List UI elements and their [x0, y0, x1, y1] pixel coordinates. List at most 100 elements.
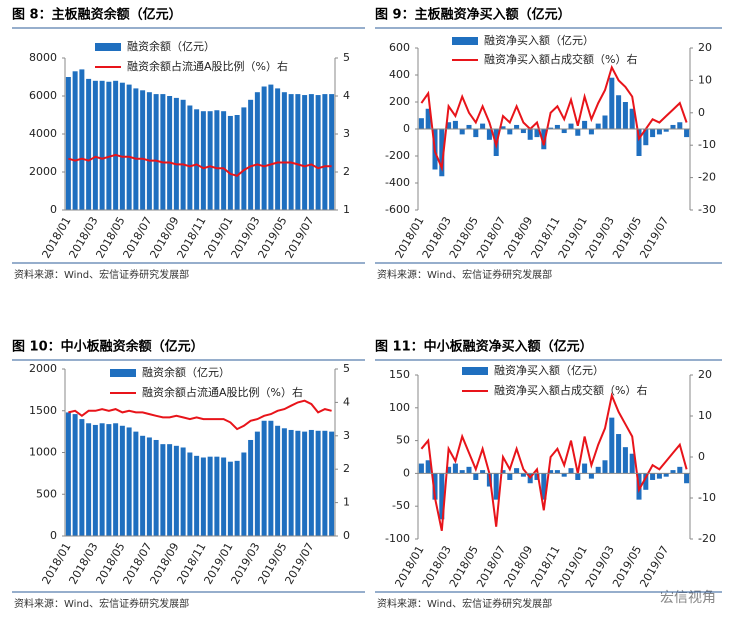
y2-tick-label: 3: [343, 429, 350, 442]
y-tick-label: 6000: [29, 89, 57, 102]
y-tick-label: 8000: [29, 51, 57, 64]
bar: [173, 97, 179, 210]
bar: [466, 124, 472, 129]
bar: [520, 473, 526, 477]
bar: [200, 111, 206, 210]
bar: [329, 431, 335, 536]
y2-tick-label: -10: [698, 138, 716, 151]
bar: [268, 420, 274, 536]
bar: [288, 429, 294, 536]
y2-tick-label: 4: [343, 395, 350, 408]
bar: [677, 122, 683, 129]
bar: [308, 94, 314, 210]
bar: [629, 453, 635, 474]
bar: [561, 473, 567, 477]
y2-tick-label: -10: [698, 491, 716, 504]
watermark: 宏信视角: [660, 590, 716, 606]
legend-label: 融资余额占流通A股比例（%）右: [127, 59, 288, 73]
bar: [663, 129, 669, 132]
bar: [65, 412, 71, 536]
bar: [439, 473, 445, 520]
bar: [72, 414, 78, 536]
bar: [514, 124, 520, 129]
chart-title: 图 10：中小板融资余额（亿元）: [12, 339, 204, 355]
bar: [527, 129, 533, 140]
bar: [92, 424, 98, 536]
bar: [146, 92, 152, 210]
bar: [636, 129, 642, 156]
y-tick-label: 500: [36, 487, 57, 500]
chart-title: 图 8：主板融资余额（亿元）: [12, 7, 182, 23]
bar: [288, 94, 294, 210]
bar: [459, 129, 465, 135]
bar: [554, 124, 560, 129]
bar: [507, 129, 513, 135]
bar: [72, 71, 78, 210]
bar: [275, 425, 281, 536]
bar: [227, 115, 233, 210]
chart-title: 图 9：主板融资净买入额（亿元）: [375, 7, 571, 23]
bar: [473, 129, 479, 138]
bar: [446, 122, 452, 129]
bar: [133, 88, 139, 210]
bar: [425, 108, 431, 129]
bar: [582, 463, 588, 474]
line-series: [420, 64, 688, 172]
bar: [677, 466, 683, 474]
y-tick-label: 50: [396, 434, 410, 447]
bar: [180, 447, 186, 536]
legend-label: 融资净买入额（亿元）: [484, 33, 594, 47]
line-series: [68, 153, 332, 177]
bar: [207, 111, 213, 210]
bar: [99, 423, 105, 536]
y-tick-label: -200: [385, 149, 410, 162]
bar: [670, 124, 676, 129]
bar: [459, 470, 465, 474]
bar: [295, 94, 301, 210]
source-note: 资料来源：Wind、宏信证券研究发展部: [14, 268, 189, 281]
y-tick-label: -600: [385, 203, 410, 216]
y2-tick-label: 0: [698, 106, 705, 119]
bar: [126, 427, 132, 536]
y2-tick-label: 5: [343, 51, 350, 64]
y2-tick-label: -20: [698, 171, 716, 184]
bar: [602, 115, 608, 129]
legend-swatch: [110, 369, 136, 377]
bar: [493, 473, 499, 500]
bar: [79, 69, 85, 211]
bar: [133, 431, 139, 536]
legend-swatch: [95, 43, 121, 51]
y2-tick-label: 0: [343, 529, 350, 542]
bar: [473, 473, 479, 480]
y-tick-label: -100: [385, 532, 410, 545]
bar: [452, 463, 458, 474]
bar: [119, 82, 125, 210]
bar: [268, 84, 274, 210]
bar: [119, 425, 125, 536]
bar: [214, 110, 220, 210]
bar: [106, 424, 112, 536]
bar: [541, 473, 547, 500]
bar: [65, 77, 71, 210]
bar: [595, 123, 601, 129]
bar: [173, 445, 179, 536]
bar: [622, 447, 628, 474]
bar: [643, 473, 649, 490]
y2-tick-label: 10: [698, 409, 712, 422]
y-tick-label: 2000: [29, 362, 57, 375]
legend-label: 融资余额（亿元）: [127, 39, 215, 53]
bar: [140, 90, 146, 210]
bar: [167, 444, 173, 536]
bar: [295, 430, 301, 536]
bar: [160, 444, 166, 536]
source-note: 资料来源：Wind、宏信证券研究发展部: [14, 597, 189, 610]
bar: [609, 77, 615, 129]
legend-label: 融资净买入额（亿元）: [494, 363, 604, 377]
y-tick-label: 0: [403, 466, 410, 479]
bar: [126, 84, 132, 210]
y2-tick-label: 5: [343, 362, 350, 375]
bar: [541, 129, 547, 150]
y-tick-label: -50: [392, 499, 410, 512]
legend-label: 融资余额（亿元）: [142, 365, 230, 379]
bar: [241, 107, 247, 210]
